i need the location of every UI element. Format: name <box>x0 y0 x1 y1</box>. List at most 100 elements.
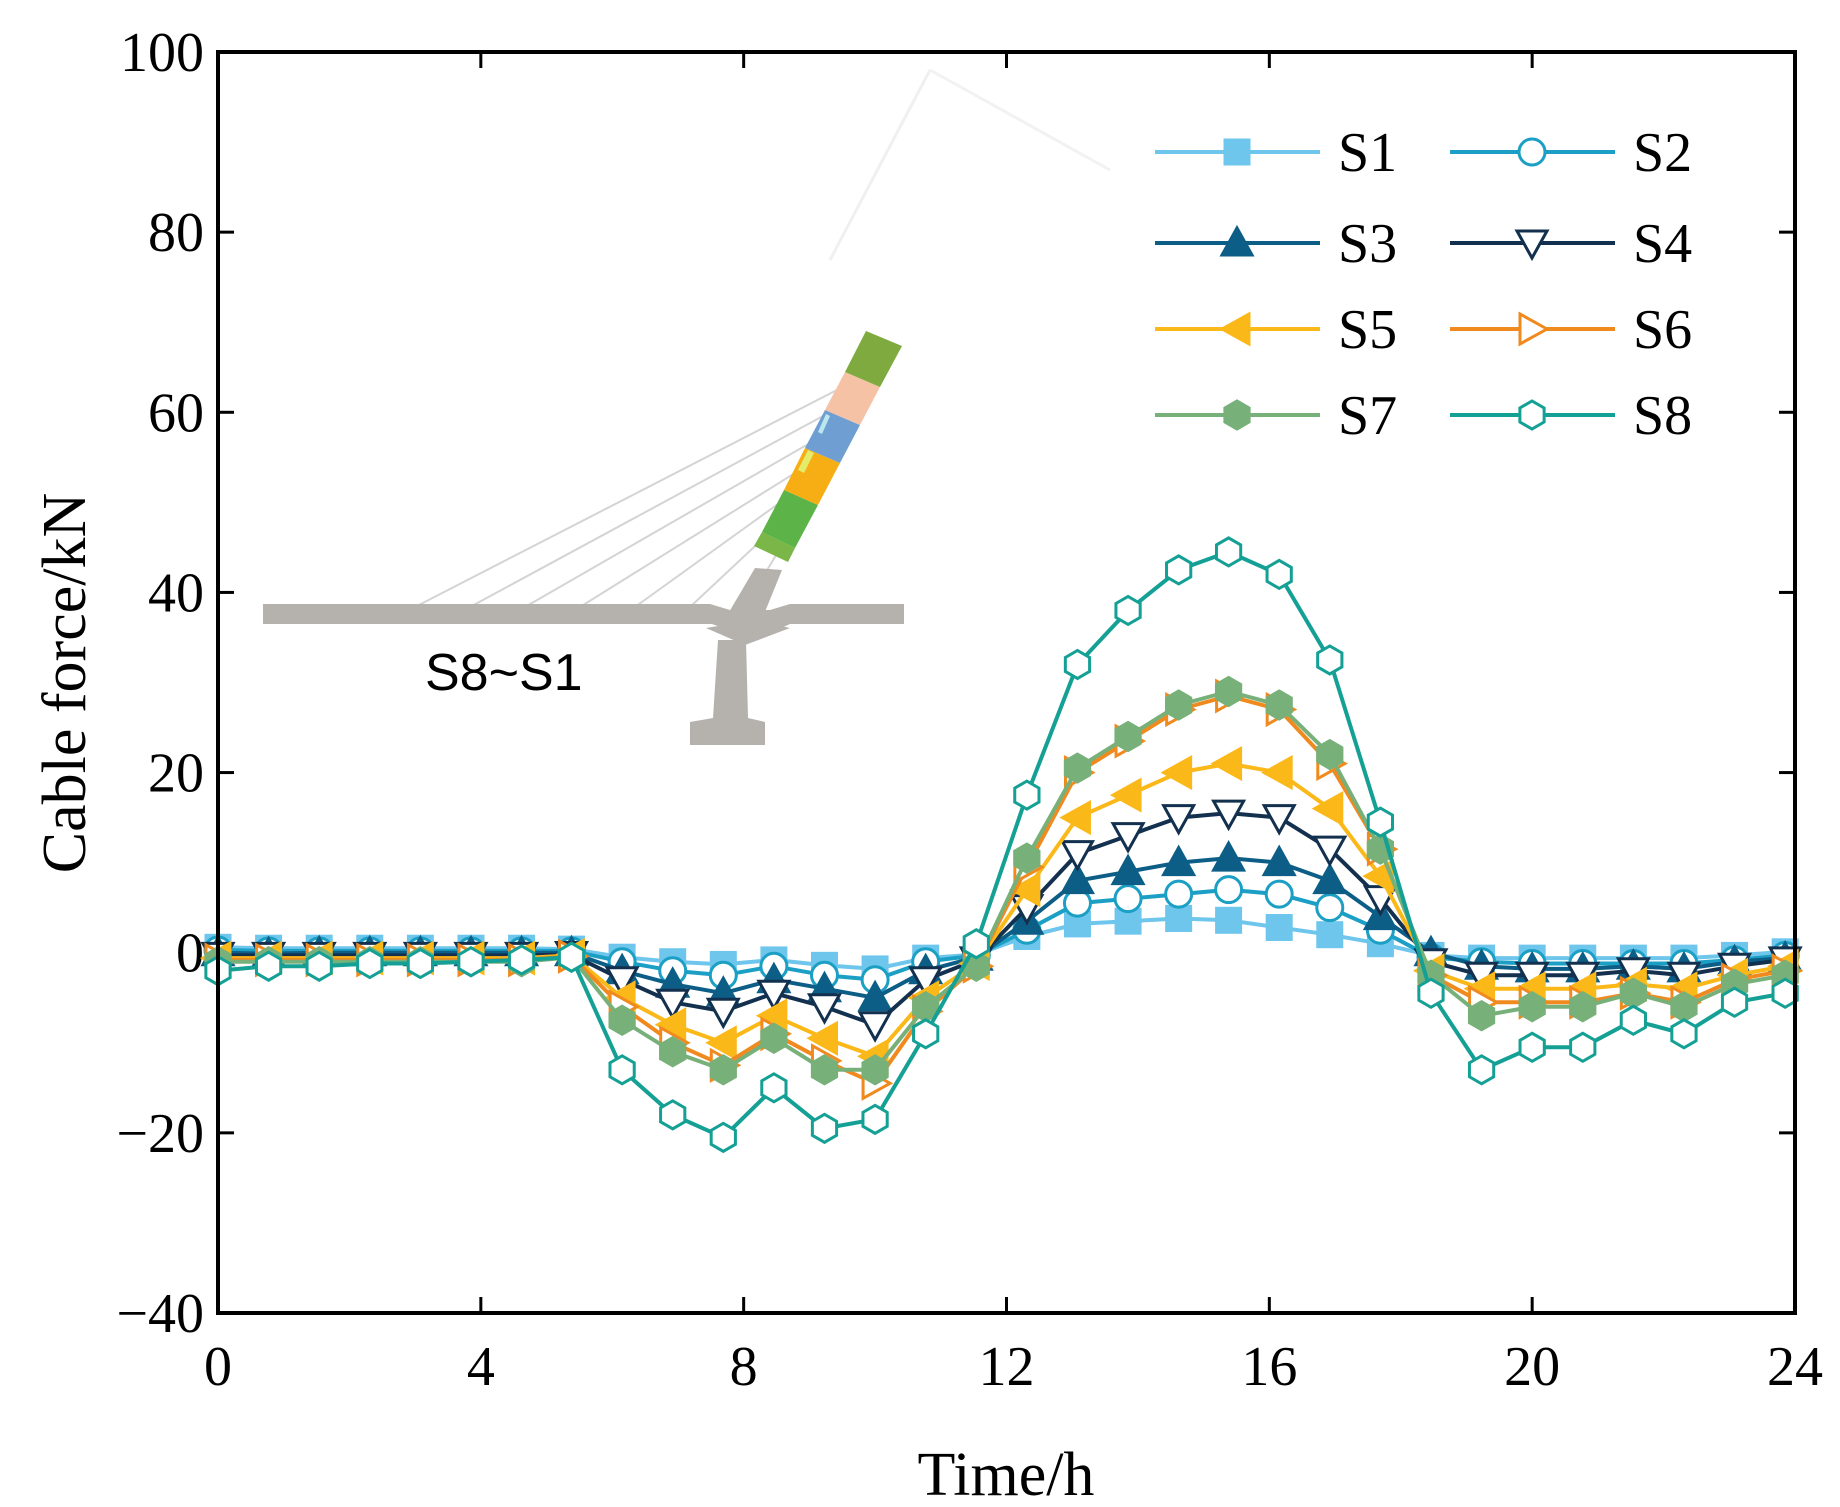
data-point <box>356 947 384 980</box>
y-tick-label: 0 <box>176 923 204 985</box>
data-point <box>1165 689 1193 721</box>
data-point <box>1771 977 1799 1009</box>
data-point <box>1114 594 1142 627</box>
data-point <box>756 979 792 1012</box>
series-line <box>217 549 1786 1140</box>
data-point <box>810 1112 839 1145</box>
tower-segments <box>754 331 902 562</box>
data-point <box>1417 977 1445 1009</box>
legend-label: S8 <box>1633 385 1692 447</box>
data-point <box>1311 791 1344 827</box>
data-point <box>1569 991 1597 1023</box>
legend-label: S4 <box>1633 213 1692 275</box>
plot-frame <box>216 50 1797 1315</box>
series-layer <box>199 536 1804 1154</box>
data-point <box>1265 913 1293 941</box>
data-point <box>1109 777 1142 813</box>
x-tick-label: 8 <box>730 1336 758 1398</box>
data-point <box>1261 844 1297 877</box>
legend-item-S7: S7 <box>1155 385 1397 447</box>
data-point <box>1518 991 1546 1023</box>
data-point <box>1063 752 1092 784</box>
data-point <box>1210 746 1243 782</box>
legend-item-S2: S2 <box>1450 122 1692 184</box>
data-point <box>1214 536 1243 568</box>
data-point <box>1161 804 1197 836</box>
data-point <box>857 1011 893 1043</box>
data-point <box>857 979 893 1012</box>
series-S7 <box>204 675 1799 1086</box>
series-S8 <box>204 536 1799 1154</box>
data-point <box>1619 1004 1647 1036</box>
inset-diagram: S8~S1 <box>263 68 1111 745</box>
data-point <box>457 945 485 978</box>
x-tick-label: 0 <box>204 1336 232 1398</box>
data-point <box>1215 906 1243 934</box>
legend-marker <box>1223 399 1251 431</box>
legend-item-S3: S3 <box>1155 213 1397 275</box>
legend-label: S7 <box>1338 385 1397 447</box>
data-point <box>861 1103 889 1136</box>
series-line <box>218 689 1786 1072</box>
data-point <box>604 966 640 998</box>
legend-marker <box>1514 229 1550 262</box>
data-point <box>1670 1018 1698 1050</box>
data-point <box>1211 799 1247 832</box>
data-point <box>1264 879 1294 909</box>
legend-marker <box>1218 311 1251 347</box>
data-point <box>1366 806 1395 838</box>
series-S6 <box>204 678 1804 1101</box>
x-tick-label: 4 <box>467 1336 495 1398</box>
data-point <box>659 1036 687 1068</box>
y-tick-label: 80 <box>148 202 204 264</box>
data-point <box>810 1054 839 1086</box>
data-point <box>1315 893 1345 923</box>
data-point <box>608 1054 636 1086</box>
legend-label: S2 <box>1633 122 1692 184</box>
data-point <box>1008 872 1041 908</box>
data-point <box>659 1099 687 1131</box>
data-point <box>1013 842 1041 874</box>
data-point <box>1316 738 1344 771</box>
data-point <box>305 950 333 982</box>
data-point <box>709 1054 737 1086</box>
data-point <box>806 1020 838 1056</box>
data-point <box>1113 884 1143 914</box>
data-point <box>709 1121 737 1154</box>
data-point <box>655 988 691 1021</box>
data-point <box>912 1018 940 1050</box>
data-point <box>1214 675 1243 708</box>
legend-item-S6: S6 <box>1450 299 1692 361</box>
x-tick-label: 24 <box>1767 1336 1823 1398</box>
data-point <box>254 950 283 982</box>
data-point <box>1467 1000 1496 1032</box>
data-point <box>760 1072 788 1104</box>
data-point <box>1261 755 1293 791</box>
axes: 0 4 8 12 16 20 24 −40 −20 0 20 40 60 80 100 <box>116 22 1823 1398</box>
data-point <box>608 1004 636 1036</box>
data-point <box>1214 875 1244 905</box>
tower-outline <box>828 68 1111 261</box>
data-point <box>1013 779 1041 811</box>
inset-label: S8~S1 <box>425 644 583 702</box>
data-point <box>1165 904 1193 932</box>
y-tick-label: 60 <box>148 382 204 444</box>
y-tick-label: −20 <box>116 1103 204 1165</box>
data-point <box>1518 1031 1546 1064</box>
data-point <box>1160 755 1193 791</box>
data-point <box>1059 840 1096 872</box>
data-point <box>1316 921 1344 949</box>
legend-marker <box>1219 224 1255 257</box>
x-tick-label: 12 <box>979 1336 1035 1398</box>
legend-label: S5 <box>1338 299 1397 361</box>
data-point <box>760 1022 788 1055</box>
data-point <box>1569 1031 1597 1064</box>
data-point <box>1316 644 1344 676</box>
data-point <box>1059 800 1091 836</box>
data-point <box>1059 862 1096 895</box>
y-tick-label: 100 <box>120 22 204 84</box>
legend-item-S1: S1 <box>1155 122 1397 184</box>
data-point <box>908 966 944 998</box>
series-S5 <box>199 746 1799 1074</box>
